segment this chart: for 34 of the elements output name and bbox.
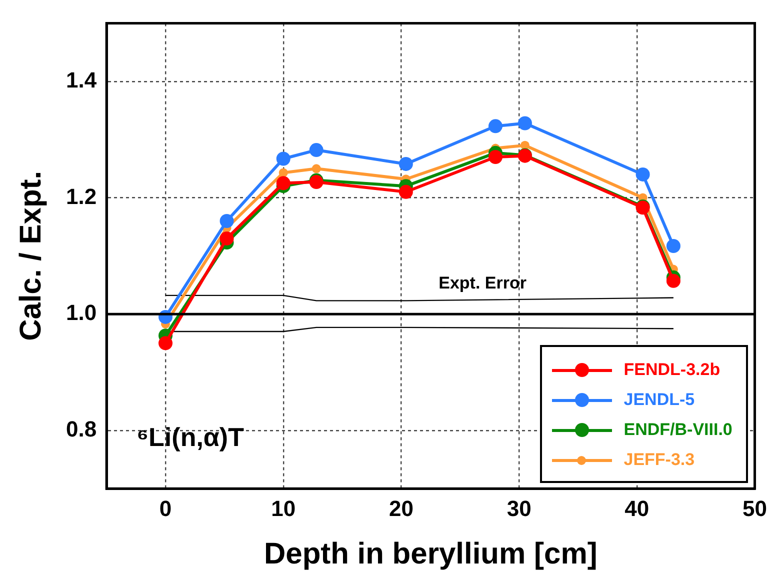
point [220,214,234,228]
legend-label: JEFF-3.3 [624,450,695,470]
point [398,184,413,199]
x-tick-label: 20 [388,496,414,521]
legend-label: ENDF/B-VIII.0 [624,420,732,440]
y-tick-label: 1.2 [66,184,97,209]
y-tick-label: 1.4 [66,67,98,92]
x-tick-label: 30 [506,496,532,521]
point [278,168,288,178]
y-axis-title: Calc. / Expt. [14,170,48,341]
point [636,167,650,182]
x-tick-label: 40 [624,496,650,521]
point [398,156,413,171]
legend-label: JENDL-5 [624,390,695,410]
y-tick-label: 1.0 [66,300,97,326]
y-tick-label: 0.8 [66,416,97,442]
x-tick-label: 0 [159,496,172,521]
point [488,150,502,164]
x-tick-label: 50 [742,496,768,521]
point [518,116,532,130]
annotation: ⁶Li(n,α)T [136,422,244,452]
point [276,152,290,166]
point [666,274,680,288]
x-tick-label: 10 [271,496,296,521]
point [309,143,324,158]
annotation: Expt. Error [438,274,527,293]
x-axis-title: Depth in beryllium [cm] [264,537,598,570]
point [312,164,321,174]
point [158,336,173,350]
point [666,239,680,254]
point [276,176,290,190]
point [488,119,502,134]
legend-label: FENDL-3.2b [624,360,720,380]
point [220,231,234,246]
